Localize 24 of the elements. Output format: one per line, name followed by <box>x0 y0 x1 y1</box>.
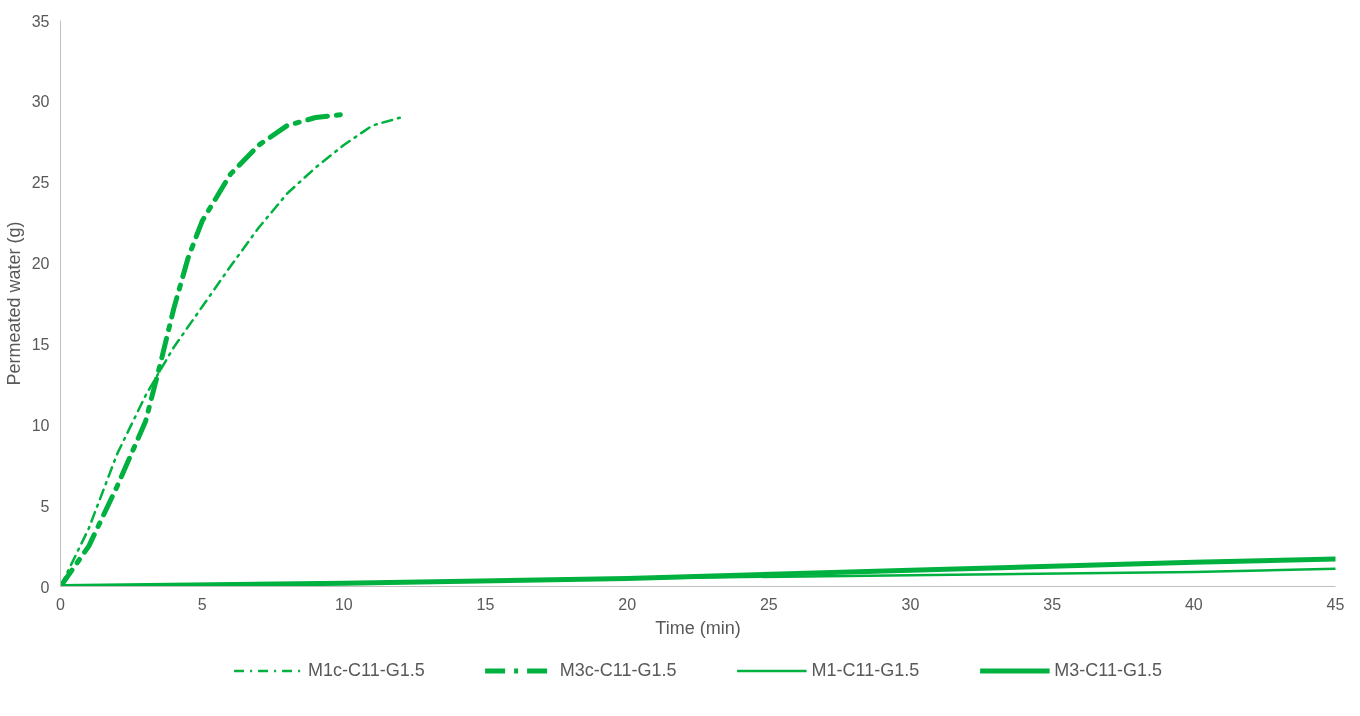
y-tick-label: 15 <box>31 335 50 353</box>
x-tick-label: 30 <box>901 595 920 613</box>
legend-label: M3-C11-G1.5 <box>1054 659 1162 681</box>
x-tick-label: 10 <box>334 595 353 613</box>
y-tick-label: 0 <box>40 578 50 596</box>
x-tick-label: 35 <box>1043 595 1062 613</box>
y-axis-title: Permeated water (g) <box>3 221 24 386</box>
y-tick-label: 20 <box>31 255 50 273</box>
x-tick-label: 20 <box>618 595 637 613</box>
x-tick-label: 5 <box>197 595 207 613</box>
x-tick-label: 15 <box>476 595 495 613</box>
x-tick-label: 25 <box>759 595 778 613</box>
x-axis-title: Time (min) <box>655 617 741 638</box>
y-tick-label: 30 <box>31 93 50 111</box>
legend-label: M1c-C11-G1.5 <box>308 659 425 681</box>
y-tick-label: 35 <box>31 12 50 30</box>
y-tick-label: 25 <box>31 174 50 192</box>
x-tick-label: 45 <box>1326 595 1345 613</box>
y-tick-label: 10 <box>31 416 50 434</box>
legend-label: M1-C11-G1.5 <box>811 659 920 681</box>
legend-label: M3c-C11-G1.5 <box>559 659 677 681</box>
x-tick-label: 40 <box>1184 595 1203 613</box>
x-tick-label: 0 <box>56 595 66 613</box>
y-tick-label: 5 <box>40 497 50 515</box>
